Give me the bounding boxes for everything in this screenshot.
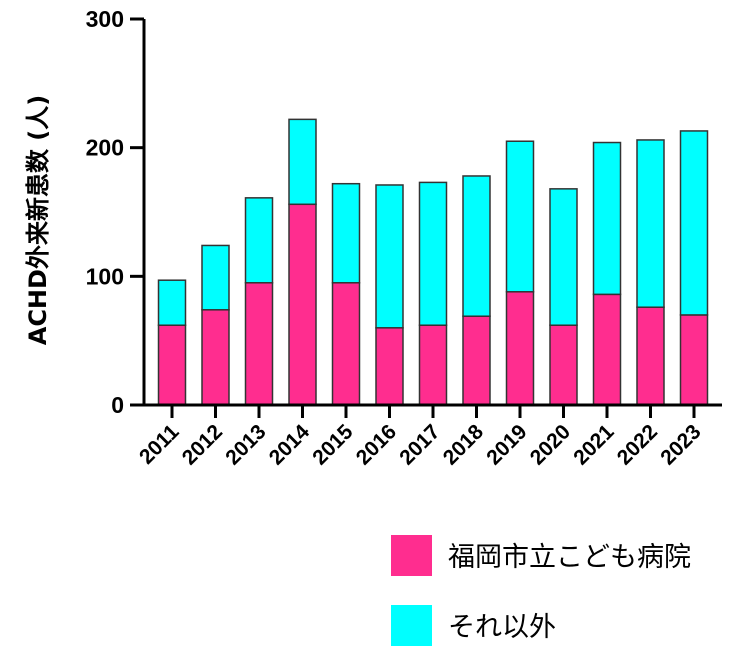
legend: 福岡市立こども病院 それ以外 bbox=[391, 535, 691, 646]
bar-2014-series-1 bbox=[288, 203, 317, 406]
bar-2020-series-2 bbox=[549, 188, 578, 326]
bar-2018-series-2 bbox=[462, 175, 491, 317]
bar-2022-series-1 bbox=[636, 306, 665, 406]
legend-label-series-2: それ以外 bbox=[448, 612, 556, 643]
bar-2013-series-2 bbox=[244, 197, 274, 284]
bar-2013-series-1 bbox=[244, 282, 274, 406]
legend-swatch-series-2 bbox=[391, 605, 432, 646]
x-tick-label-2019: 2019 bbox=[482, 420, 531, 469]
y-axis-title: ACHD外来新患数 (人) bbox=[24, 95, 52, 346]
legend-label-series-1: 福岡市立こども病院 bbox=[448, 542, 691, 573]
bars-group bbox=[157, 118, 709, 406]
bar-2015-series-2 bbox=[331, 182, 361, 284]
bar-2022-series-2 bbox=[636, 139, 665, 308]
bar-2012-series-2 bbox=[201, 244, 230, 311]
x-tick-label-2011: 2011 bbox=[135, 420, 184, 469]
bar-2017-series-1 bbox=[418, 324, 448, 406]
bar-2015-series-1 bbox=[331, 282, 361, 406]
x-tick-label-2013: 2013 bbox=[221, 420, 270, 469]
bar-2023-series-2 bbox=[679, 130, 709, 316]
bar-2020-series-1 bbox=[549, 324, 578, 406]
x-tick-label-2020: 2020 bbox=[526, 420, 575, 469]
y-tick-label-100: 100 bbox=[86, 263, 124, 289]
bar-2017-series-2 bbox=[418, 181, 448, 326]
y-tick-label-0: 0 bbox=[111, 392, 124, 418]
bar-2021-series-1 bbox=[592, 293, 622, 406]
bar-2018-series-1 bbox=[462, 315, 491, 406]
bar-2014-series-2 bbox=[288, 118, 317, 206]
x-tick-label-2014: 2014 bbox=[265, 420, 315, 470]
y-tick-label-200: 200 bbox=[86, 135, 124, 161]
x-tick-label-2022: 2022 bbox=[613, 420, 662, 469]
y-tick-label-300: 300 bbox=[86, 6, 124, 32]
legend-swatch-series-1 bbox=[391, 535, 432, 576]
x-tick-label-2021: 2021 bbox=[569, 420, 619, 470]
x-tick-label-2016: 2016 bbox=[352, 420, 401, 469]
bar-2011-series-2 bbox=[157, 279, 187, 326]
x-tick-label-2015: 2015 bbox=[308, 420, 358, 470]
bar-2019-series-2 bbox=[505, 140, 535, 293]
bar-2023-series-1 bbox=[679, 314, 709, 406]
x-tick-label-2017: 2017 bbox=[395, 420, 444, 469]
bar-2016-series-2 bbox=[375, 184, 404, 329]
x-tick-label-2012: 2012 bbox=[178, 420, 227, 469]
bar-2011-series-1 bbox=[157, 324, 187, 406]
bar-2012-series-1 bbox=[201, 309, 230, 406]
bar-2016-series-1 bbox=[375, 327, 404, 406]
x-tick-label-2018: 2018 bbox=[439, 420, 489, 470]
bar-2019-series-1 bbox=[505, 291, 535, 406]
bar-2021-series-2 bbox=[592, 141, 622, 296]
x-tick-label-2023: 2023 bbox=[656, 420, 705, 469]
